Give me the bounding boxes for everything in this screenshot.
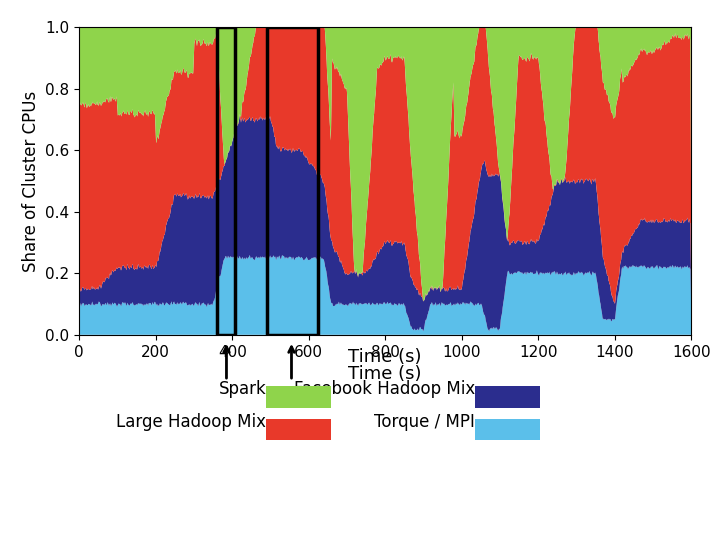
Y-axis label: Share of Cluster CPUs: Share of Cluster CPUs — [22, 90, 40, 272]
Text: Large Hadoop Mix: Large Hadoop Mix — [117, 413, 266, 430]
Text: Spark: Spark — [219, 380, 266, 398]
X-axis label: Time (s): Time (s) — [348, 365, 422, 383]
Text: Torque / MPI: Torque / MPI — [374, 413, 475, 430]
Text: Time (s): Time (s) — [348, 348, 422, 366]
Bar — [266, 27, 318, 335]
Text: Facebook Hadoop Mix: Facebook Hadoop Mix — [294, 380, 475, 398]
Bar — [217, 27, 235, 335]
